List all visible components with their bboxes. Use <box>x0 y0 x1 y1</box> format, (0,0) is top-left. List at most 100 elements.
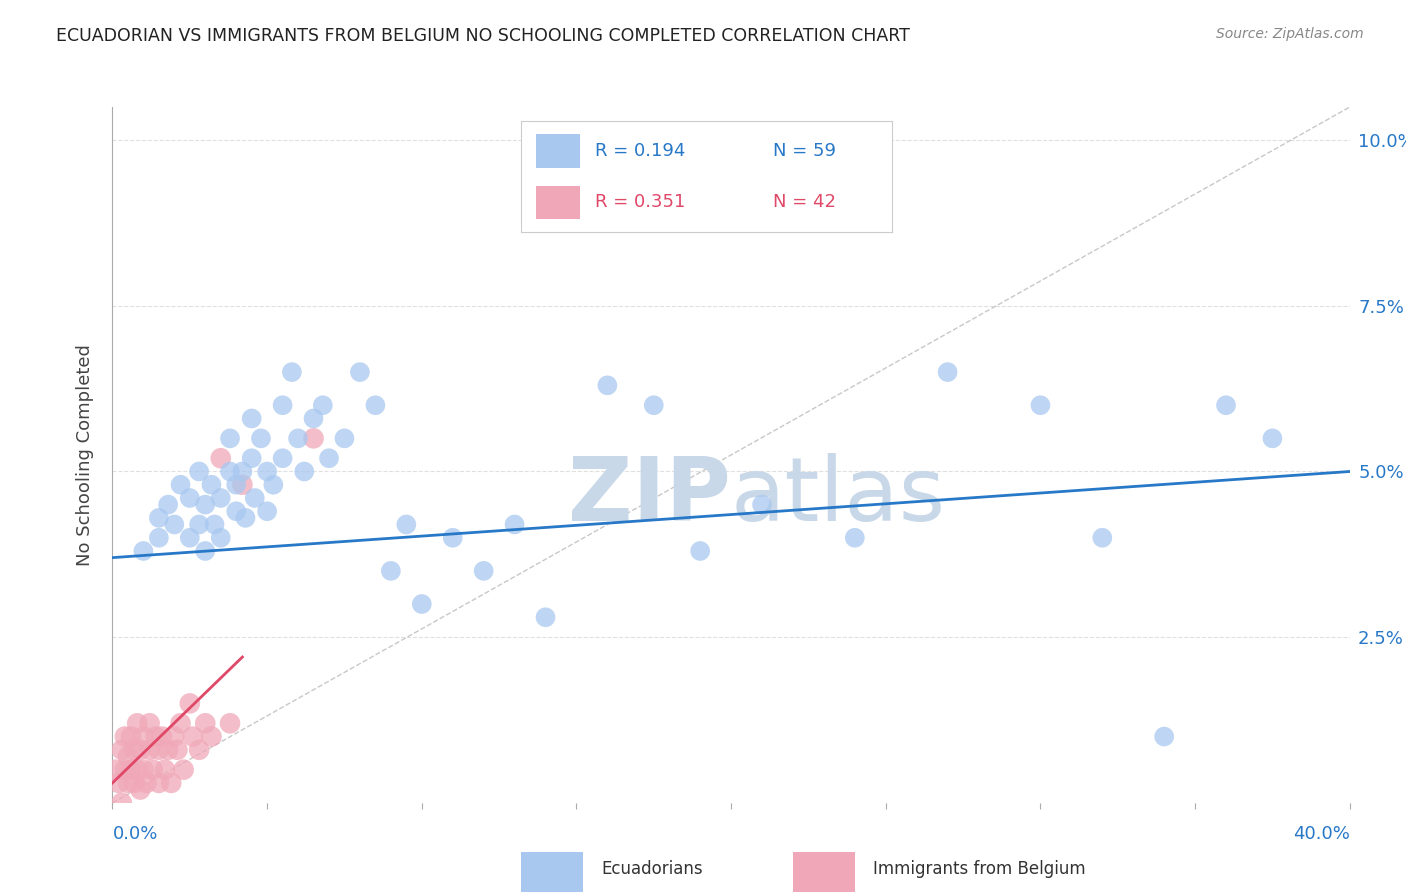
Point <box>240 451 263 466</box>
Point <box>287 431 309 445</box>
Point <box>312 398 335 412</box>
Point <box>127 763 149 777</box>
Point <box>194 498 217 512</box>
Point <box>179 491 201 505</box>
Point <box>302 411 325 425</box>
Point <box>209 491 232 505</box>
Point <box>1029 398 1052 412</box>
Text: ZIP: ZIP <box>568 453 731 541</box>
Point <box>188 465 211 479</box>
Point <box>111 743 134 757</box>
Point <box>256 465 278 479</box>
Point <box>1261 431 1284 445</box>
Text: 40.0%: 40.0% <box>1294 825 1350 843</box>
Point <box>132 730 155 744</box>
Point <box>751 498 773 512</box>
Point <box>157 743 180 757</box>
Point <box>271 398 294 412</box>
Point <box>129 782 152 797</box>
Point <box>243 491 266 505</box>
Point <box>148 531 170 545</box>
Text: atlas: atlas <box>731 453 946 541</box>
Point <box>596 378 619 392</box>
Point <box>169 716 191 731</box>
Point <box>1091 531 1114 545</box>
Point <box>250 431 273 445</box>
Point <box>209 451 232 466</box>
Point <box>138 743 160 757</box>
Point <box>114 763 136 777</box>
Point <box>302 431 325 445</box>
Point <box>145 730 167 744</box>
Point <box>157 498 180 512</box>
Point <box>132 544 155 558</box>
Point <box>271 451 294 466</box>
Point <box>256 504 278 518</box>
Point <box>181 730 204 744</box>
Point <box>117 776 139 790</box>
Point <box>163 517 186 532</box>
Point <box>200 477 222 491</box>
Point <box>129 743 152 757</box>
Point <box>200 730 222 744</box>
Point <box>689 544 711 558</box>
Point <box>188 743 211 757</box>
Point <box>122 776 145 790</box>
Point <box>844 531 866 545</box>
Point <box>503 517 526 532</box>
Point <box>104 763 127 777</box>
Point <box>534 610 557 624</box>
Point <box>262 477 284 491</box>
Point <box>142 763 165 777</box>
Point <box>204 517 226 532</box>
Text: Source: ZipAtlas.com: Source: ZipAtlas.com <box>1216 27 1364 41</box>
Point <box>219 465 242 479</box>
Point <box>148 743 170 757</box>
Point <box>163 730 186 744</box>
Point <box>411 597 433 611</box>
Point <box>179 697 201 711</box>
Y-axis label: No Schooling Completed: No Schooling Completed <box>76 344 94 566</box>
Point <box>936 365 959 379</box>
Point <box>395 517 418 532</box>
Text: Immigrants from Belgium: Immigrants from Belgium <box>873 860 1085 878</box>
Text: Ecuadorians: Ecuadorians <box>602 860 703 878</box>
Point <box>797 199 820 213</box>
Point <box>240 411 263 425</box>
Point <box>160 776 183 790</box>
Point <box>114 730 136 744</box>
Point <box>117 749 139 764</box>
Point <box>169 477 191 491</box>
Text: ECUADORIAN VS IMMIGRANTS FROM BELGIUM NO SCHOOLING COMPLETED CORRELATION CHART: ECUADORIAN VS IMMIGRANTS FROM BELGIUM NO… <box>56 27 910 45</box>
Point <box>1153 730 1175 744</box>
Point <box>120 763 142 777</box>
Point <box>148 776 170 790</box>
Text: 0.0%: 0.0% <box>112 825 157 843</box>
Point <box>235 511 257 525</box>
Point <box>318 451 340 466</box>
Point <box>225 504 247 518</box>
Point <box>1215 398 1237 412</box>
Point <box>643 398 665 412</box>
Point <box>150 730 173 744</box>
Point <box>364 398 387 412</box>
Point <box>209 531 232 545</box>
Point <box>472 564 495 578</box>
Point <box>281 365 304 379</box>
Point <box>122 743 145 757</box>
Point <box>188 517 211 532</box>
Point <box>138 716 160 731</box>
Point <box>127 716 149 731</box>
Point <box>111 796 134 810</box>
Point <box>194 544 217 558</box>
Point <box>148 511 170 525</box>
Point <box>231 477 253 491</box>
Point <box>219 431 242 445</box>
Point <box>135 776 157 790</box>
Point <box>120 730 142 744</box>
Point <box>166 743 188 757</box>
Point <box>231 465 253 479</box>
Point <box>349 365 371 379</box>
Point <box>292 465 315 479</box>
Point <box>153 763 176 777</box>
